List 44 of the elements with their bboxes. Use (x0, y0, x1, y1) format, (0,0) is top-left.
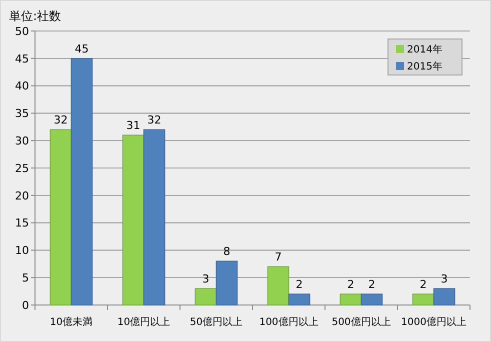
bar (433, 288, 456, 306)
data-label: 3 (202, 272, 210, 286)
data-label: 2 (296, 278, 303, 292)
bar (50, 129, 72, 306)
data-label: 2 (420, 278, 427, 292)
bar (360, 294, 383, 306)
y-tick-label: 10 (15, 244, 29, 258)
y-tick-label: 30 (15, 134, 29, 148)
y-tick-label: 35 (15, 107, 29, 120)
data-label: 31 (126, 119, 140, 132)
data-label: 32 (54, 114, 68, 127)
y-tick-label: 25 (15, 162, 29, 175)
bar (143, 129, 166, 306)
data-label: 45 (74, 42, 89, 56)
y-tick-label: 5 (22, 271, 29, 284)
data-label: 8 (223, 245, 230, 258)
legend-label: 2014年 (407, 44, 442, 56)
bar (267, 266, 290, 306)
y-tick-label: 0 (22, 298, 29, 312)
x-tick-label: 50億円以上 (190, 316, 243, 328)
x-tick-label: 500億円以上 (332, 316, 391, 328)
y-tick-label: 50 (15, 24, 29, 38)
bar (194, 288, 217, 306)
y-tick-label: 20 (15, 189, 29, 202)
y-tick-label: 40 (15, 80, 29, 93)
bar (412, 294, 434, 306)
x-tick-label: 10億未満 (50, 316, 93, 328)
data-label: 2 (347, 278, 354, 292)
data-label: 7 (274, 250, 282, 264)
bar (216, 260, 238, 306)
y-tick-label: 15 (15, 216, 29, 230)
x-tick-label: 1000億円以上 (401, 316, 466, 328)
data-label: 32 (147, 114, 162, 127)
y-axis-title: 単位:社数 (9, 9, 62, 23)
bar (122, 134, 144, 306)
bar (288, 294, 310, 306)
data-label: 3 (440, 272, 448, 286)
data-label: 2 (368, 278, 376, 292)
legend-label: 2015年 (407, 60, 442, 72)
bar (340, 294, 362, 306)
bar (70, 58, 93, 306)
y-tick-label: 45 (15, 52, 29, 66)
x-tick-label: 100億円以上 (259, 316, 318, 328)
x-tick-label: 10億円以上 (117, 316, 170, 328)
